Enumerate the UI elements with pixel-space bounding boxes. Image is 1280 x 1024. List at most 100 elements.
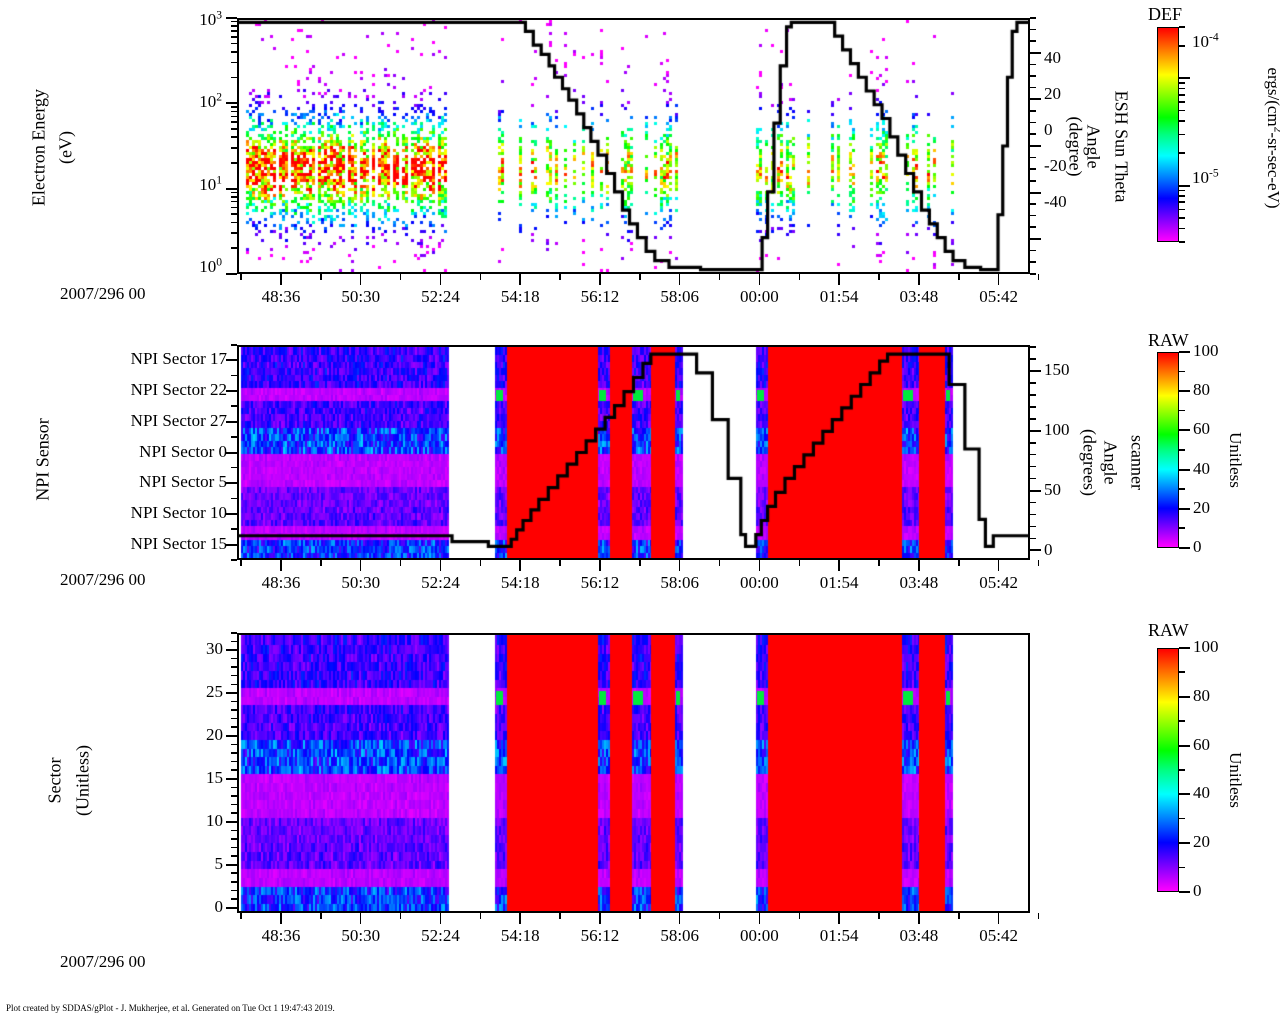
xtick-label-7: 01:54 [819,926,859,945]
panel3-date-label: 2007/296 00 [60,952,146,971]
xtick-minor-2 [479,274,482,280]
panel2-y2tick-50: 50 [1044,480,1061,499]
panel3-plot-frame[interactable] [237,633,1030,913]
p2-ytick-label-3: NPI Sector 0 [139,441,227,461]
p1-ytick-minor-0-8 [231,195,237,198]
p2-ytick-major-5 [226,512,237,515]
p3-ytick-minor-8 [231,838,237,840]
p1-y2tick-minor-15 [1030,110,1036,112]
panel1-ytick-1000: 103 [199,8,222,29]
xtick-minor-1 [399,913,402,919]
cbtick-40 [1179,793,1190,796]
p3-ytick-label-0: 0 [214,896,224,916]
panel1-y2tick-m20: -20 [1044,156,1067,175]
xtick-minor-6 [798,560,801,566]
panel1-y2-title: ESH Sun Theta [1111,90,1132,203]
cbtick-60 [1179,429,1190,432]
p1-cbtick-minor-3 [1179,87,1185,90]
xtick-label-0: 48:36 [261,926,301,945]
xtick-minor-6 [798,274,801,280]
xtick-label-6: 00:00 [740,287,779,306]
cbtick-label-100: 100 [1193,341,1219,360]
cbtick-label-0: 0 [1193,881,1202,900]
p1-y2tick-minor-55 [1030,17,1036,19]
xtick-minor-pre [240,913,242,919]
panel1-plot-frame[interactable] [237,18,1030,274]
xtick-minor-5 [718,274,721,280]
xtick-minor-3 [559,274,561,280]
p1-ytick-minor-1-5 [231,128,237,130]
p1-y2tick--50 [1030,261,1036,263]
xtick-minor-4 [639,274,641,280]
cbtick-80 [1179,390,1190,393]
xtick-major-3 [519,560,521,571]
xtick-major-0 [280,274,282,285]
xtick-major-7 [838,274,840,285]
panel2-y2tick-0: 0 [1044,540,1053,559]
cbtick-label-80: 80 [1193,380,1210,400]
xtick-major-8 [918,274,920,285]
cbtick-40 [1179,468,1190,471]
p2-ytick-minor-0 [231,344,237,346]
p1-y2tick-0 [1030,145,1041,147]
p3-ytick-minor-22 [231,717,237,720]
p3-ytick-minor-6 [231,855,237,857]
xtick-label-4: 56:12 [580,573,620,592]
cbtick-100 [1179,351,1190,353]
p1-ytick-minor-0-3 [231,232,237,234]
cbtick-30 [1179,488,1185,490]
p1-ytick-minor-2-7 [231,30,237,32]
xtick-label-1: 50:30 [341,287,381,306]
xtick-major-6 [758,913,761,924]
panel1-ytick-100: 102 [199,90,222,111]
xtick-minor-8 [958,560,960,566]
p3-ytick-major-0 [226,906,237,909]
p3-ytick-minor-16 [231,769,237,771]
p3-ytick-minor-21 [231,726,237,728]
p1-ytick-minor-1-6 [231,121,237,123]
p1-ytick-minor-1-4 [231,136,237,138]
panel2-plot-frame[interactable] [237,345,1030,560]
xtick-major-2 [439,913,442,924]
panel1-ytick-1: 100 [199,255,222,276]
xtick-major-1 [359,560,362,571]
panel1-colorbar-unit: ergs/(cm2-sr-sec-eV) [1264,67,1280,209]
panel3-colorbar-unit: Unitless [1226,752,1245,808]
p2-y2tick-60 [1030,477,1036,480]
xtick-label-4: 56:12 [580,926,620,945]
cbtick-10 [1179,527,1185,529]
p3-ytick-minor-9 [231,829,237,832]
p1-y2tick-minor-45 [1030,40,1036,42]
xtick-major-5 [678,274,681,285]
p2-ytick-minor-7 [231,559,237,561]
cbtick-90 [1179,370,1185,373]
panel2-date-label: 2007/296 00 [60,570,146,589]
p1-ytick-minor-2-5 [231,42,237,45]
panel3-ylabel-line2: (Unitless) [72,745,93,816]
p2-ytick-label-2: NPI Sector 27 [130,410,227,430]
p2-ytick-label-1: NPI Sector 22 [130,380,227,400]
cbtick-30 [1179,817,1185,820]
p1-y2tick--10 [1030,168,1036,170]
p1-cbtick-minor-1 [1179,26,1185,28]
p2-y2tick-10 [1030,537,1036,540]
p2-ytick-minor-6 [231,528,237,530]
panel1-colorbar-tick-lo: 10-5 [1192,166,1219,187]
xtick-minor-4 [639,560,641,566]
xtick-minor-last [1037,274,1040,280]
xtick-minor-3 [559,913,561,919]
panel1-y2tick-40: 40 [1044,48,1061,67]
xtick-minor-8 [958,274,960,280]
p1-ytick-minor-2-2 [231,76,237,79]
cbtick-50 [1179,449,1185,451]
p2-ytick-major-2 [226,420,237,423]
p1-ytick-minor-2-8 [231,25,237,27]
xtick-major-6 [758,274,761,285]
xtick-minor-7 [878,913,880,919]
xtick-major-7 [838,560,840,571]
p2-y2tick-140 [1030,382,1036,384]
p2-y2tick-30 [1030,513,1036,516]
p2-ytick-minor-1 [231,374,237,377]
p2-y2tick-50 [1030,489,1041,492]
xtick-label-8: 03:48 [899,287,939,306]
